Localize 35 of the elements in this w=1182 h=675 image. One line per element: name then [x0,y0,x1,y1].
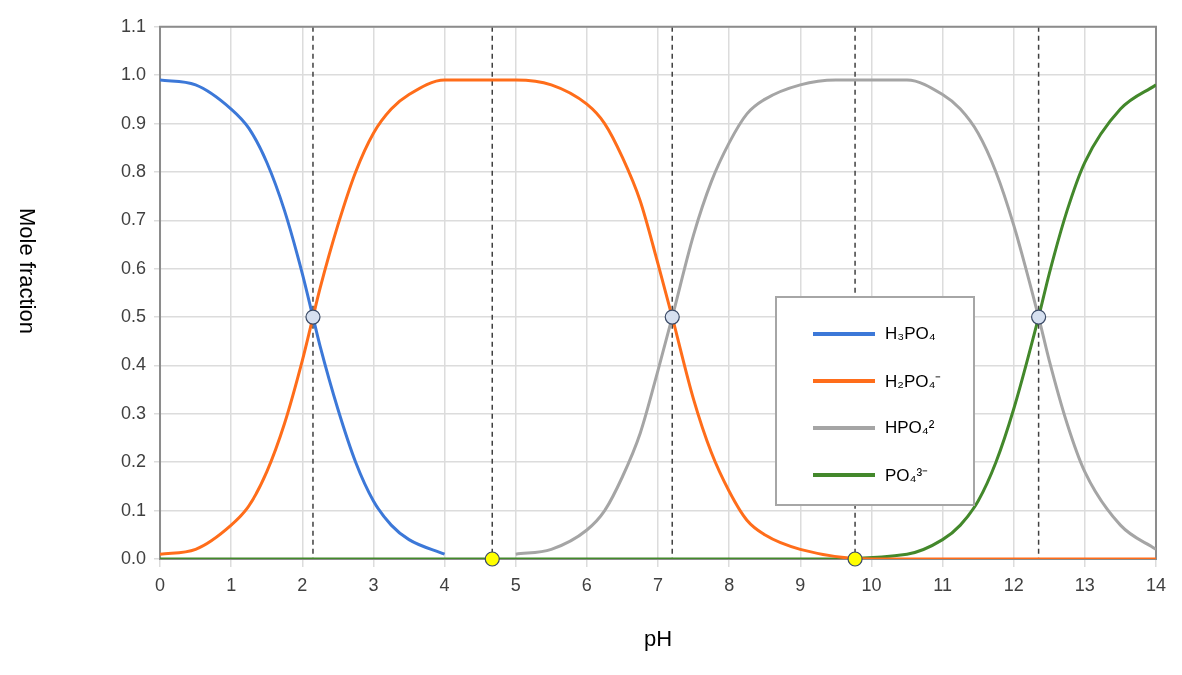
x-tick-label: 8 [724,574,735,595]
x-tick-label: 2 [297,574,308,595]
y-tick-label: 0.7 [120,209,147,230]
x-tick-label: 9 [795,574,806,595]
y-tick-label: 0.1 [120,499,147,520]
x-axis-title: pH [643,625,673,651]
y-tick-label: 0.9 [120,112,147,133]
y-tick-label: 1.0 [120,64,147,85]
x-tick-label: 11 [933,574,952,595]
x-tick-label: 10 [861,574,882,595]
y-tick-label: 0.0 [120,547,147,568]
x-tick-label: 3 [368,574,379,595]
y-tick-label: 0.3 [120,402,147,423]
x-tick-label: 5 [510,574,521,595]
legend-label: HPO₄² [885,417,935,438]
x-tick-label: 6 [581,574,592,595]
x-tick-label: 13 [1074,574,1095,595]
x-tick-label: 12 [1003,574,1024,595]
x-tick-label: 1 [226,574,237,595]
x-tick-label: 14 [1145,574,1166,595]
line-series [160,78,447,556]
x-tick-label: 0 [155,574,166,595]
legend-label: H₃PO₄ [885,323,936,344]
legend-label: H₂PO₄⁻ [885,371,942,392]
y-tick-label: 0.8 [120,160,147,181]
y-tick-label: 1.1 [120,15,147,36]
y-axis-title: Mole fraction [14,208,40,334]
x-tick-label: 4 [439,574,450,595]
line-series [514,78,1156,556]
y-tick-label: 0.4 [120,354,147,375]
y-tick-label: 0.2 [120,451,147,472]
x-tick-label: 7 [653,574,664,595]
y-tick-label: 0.6 [120,257,147,278]
legend-label: PO₄³⁻ [885,465,929,486]
y-tick-label: 0.5 [120,306,147,327]
